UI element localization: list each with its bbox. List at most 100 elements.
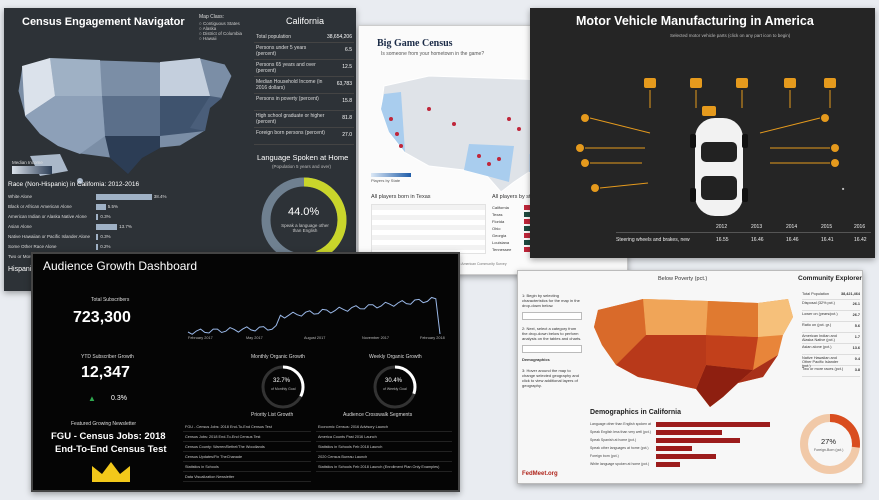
legend-item[interactable]: ○ District of Columbia bbox=[199, 31, 242, 36]
monthly-growth-label: Monthly Organic Growth bbox=[251, 354, 305, 360]
demographic-row[interactable]: Speak other languages at home (pct.) bbox=[590, 445, 790, 453]
priority-row[interactable]: Census County: Warren/Bethel/The Woodlan… bbox=[183, 442, 311, 452]
audience-growth-panel: Audience Growth Dashboard Total Subscrib… bbox=[31, 252, 460, 492]
priority-row[interactable]: Statistics in Schools bbox=[183, 462, 311, 472]
stat-label: Asian alone (pct.) bbox=[802, 345, 832, 349]
state-label: Texas bbox=[492, 212, 503, 217]
row-label: FGU - Census Jobs: 2018 End-To-End Censu… bbox=[185, 425, 272, 429]
community-stat-row: Two or more races (pct.) 3.8 bbox=[802, 366, 860, 377]
median-income-button[interactable]: Median Income bbox=[12, 160, 43, 165]
vehicle-parts-diagram[interactable]: ■ bbox=[530, 38, 875, 228]
race-label: Asian Alone bbox=[8, 224, 32, 229]
demographic-row[interactable]: Language other than English spoken at ho… bbox=[590, 421, 790, 429]
race-bar-row[interactable]: Black or African American Alone 5.5% bbox=[8, 202, 248, 212]
language-title: Language Spoken at Home bbox=[257, 153, 349, 162]
category-dropdown[interactable] bbox=[522, 345, 582, 353]
race-value: 5.5% bbox=[107, 204, 118, 209]
race-bar-row[interactable]: American Indian or Alaska Native Alone 0.… bbox=[8, 212, 248, 222]
stat-label: Lower on (years/pct.) bbox=[802, 312, 838, 316]
row-label: Census Jobs: 2018 End-To-End Census Test bbox=[185, 435, 261, 439]
x-axis-label: February 2017 bbox=[188, 336, 213, 340]
race-value: 13.7% bbox=[119, 224, 132, 229]
demographic-bar bbox=[656, 462, 680, 467]
legend-item[interactable]: ○ Hawaii bbox=[199, 36, 217, 41]
row-label: Statistics in Schools bbox=[185, 465, 219, 469]
demographic-label: Speak other languages at home (pct.) bbox=[590, 446, 649, 450]
row-label: Statistics in Schools Feb 2018 Launch (E… bbox=[318, 465, 440, 469]
race-bar-row[interactable]: Native Hawaiian or Pacific Islander Alon… bbox=[8, 232, 248, 242]
median-income-legend bbox=[12, 166, 52, 174]
hispanic-label: Hispanic bbox=[8, 266, 35, 273]
motor-table-row[interactable]: Steering wheels and brakes, new 16.55 16… bbox=[616, 237, 867, 243]
segment-row[interactable]: Economic Census: 2016 Advisory Launch bbox=[316, 422, 452, 432]
state-label: Louisiana bbox=[492, 240, 510, 245]
priority-row[interactable]: Census Updates/Fix TheChanade bbox=[183, 452, 311, 462]
audience-title: Audience Growth Dashboard bbox=[43, 259, 198, 273]
weekly-growth-gauge[interactable] bbox=[370, 362, 420, 412]
subscriber-line-chart[interactable] bbox=[178, 274, 448, 349]
demographic-row[interactable]: Foreign born (pct.) bbox=[590, 453, 790, 461]
row-label: Economic Census: 2016 Advisory Launch bbox=[318, 425, 389, 429]
row-label: Data Visualization Newsletter bbox=[185, 475, 235, 479]
motor-subtitle: Selected motor vehicle parts (click on a… bbox=[670, 33, 791, 38]
stat-value: 1.7 bbox=[854, 335, 860, 339]
census-map-legend: Map Class: ○ Contiguous States ○ Alaska … bbox=[199, 14, 261, 41]
monthly-growth-sub: of Monthly Goal bbox=[271, 387, 296, 391]
stat-label: Ratio on (pct. gr.) bbox=[802, 323, 832, 327]
census-us-map[interactable] bbox=[10, 36, 250, 196]
demographic-row[interactable]: Speak English less than very well (pct.) bbox=[590, 429, 790, 437]
stat-row: High school graduate or higher (percent)… bbox=[254, 111, 354, 128]
race-label: White Alone bbox=[8, 194, 33, 199]
priority-list-table: FGU - Census Jobs: 2018 End-To-End Censu… bbox=[183, 422, 311, 482]
state-label: California bbox=[492, 205, 509, 210]
race-label: American Indian or Alaska Native Alone bbox=[8, 214, 87, 219]
state-selector[interactable]: California bbox=[286, 16, 325, 26]
legend-item[interactable]: ○ Alaska bbox=[199, 26, 217, 31]
segment-row[interactable]: Statistics in Schools Feb 2018 Launch bbox=[316, 442, 452, 452]
stat-row: Total population 38,654,206 bbox=[254, 32, 354, 43]
segment-row[interactable]: Statistics in Schools Feb 2018 Launch (E… bbox=[316, 462, 452, 472]
ytd-growth-value: 12,347 bbox=[81, 364, 130, 381]
legend-item[interactable]: ○ Contiguous States bbox=[199, 21, 240, 26]
row-label: Census County: Warren/Bethel/The Woodlan… bbox=[185, 445, 265, 449]
state-label: Florida bbox=[492, 219, 505, 224]
race-bar bbox=[96, 234, 99, 240]
demographic-bar bbox=[656, 422, 770, 427]
stats-table: Total population 38,654,206 Persons unde… bbox=[254, 32, 354, 145]
row-label: Statistics in Schools Feb 2018 Launch bbox=[318, 445, 383, 449]
stat-row: Foreign born persons (percent) 27.0 bbox=[254, 128, 354, 145]
language-subtitle: (Population 5 years and over) bbox=[272, 164, 332, 169]
poverty-choropleth-map[interactable] bbox=[588, 285, 798, 415]
race-bar bbox=[96, 214, 99, 220]
biggame-subtitle: Is someone from your hometown in the gam… bbox=[381, 51, 485, 57]
demographics-bar-chart[interactable]: Language other than English spoken at ho… bbox=[590, 421, 790, 469]
language-pct: 44.0% bbox=[288, 206, 320, 218]
race-bar-row[interactable]: Asian Alone 13.7% bbox=[8, 222, 248, 232]
race-label: Some Other Race Alone bbox=[8, 244, 57, 249]
foreign-born-donut[interactable] bbox=[795, 409, 863, 479]
demographic-label: Speak English less than very well (pct.) bbox=[590, 430, 651, 434]
crown-icon bbox=[92, 462, 130, 482]
race-bar-row[interactable]: White Alone 38.4% bbox=[8, 192, 248, 202]
segment-row[interactable]: America Counts Past 2016 Launch bbox=[316, 432, 452, 442]
weekly-growth-value: 30.4% bbox=[385, 378, 403, 384]
crosswalk-table: Economic Census: 2016 Advisory Launch Ame… bbox=[316, 422, 452, 472]
stat-value: 26.1 bbox=[852, 302, 860, 306]
texas-subtitle: All players born in Texas bbox=[371, 194, 431, 200]
demographic-row[interactable]: White language spoken at home (pct.) bbox=[590, 461, 790, 469]
texas-player-list bbox=[371, 204, 486, 254]
priority-row[interactable]: Data Visualization Newsletter bbox=[183, 472, 311, 482]
priority-row[interactable]: Census Jobs: 2018 End-To-End Census Test bbox=[183, 432, 311, 442]
monthly-growth-gauge[interactable] bbox=[258, 362, 308, 412]
race-bar-row[interactable]: Some Other Race Alone 0.2% bbox=[8, 242, 248, 252]
priority-row[interactable]: FGU - Census Jobs: 2018 End-To-End Censu… bbox=[183, 422, 311, 432]
demographic-bar bbox=[656, 454, 716, 459]
stat-value: 0.4 bbox=[854, 357, 860, 361]
row-label: America Counts Past 2016 Launch bbox=[318, 435, 377, 439]
biggame-title: Big Game Census bbox=[377, 38, 453, 49]
players-by-state-scale: Players by State bbox=[371, 178, 401, 183]
demographic-row[interactable]: Speak Spanish at home (pct.) bbox=[590, 437, 790, 445]
stat-value: 26.7 bbox=[852, 313, 860, 317]
segment-row[interactable]: 2020 Census Bureau Launch bbox=[316, 452, 452, 462]
characteristic-dropdown[interactable] bbox=[522, 312, 582, 320]
